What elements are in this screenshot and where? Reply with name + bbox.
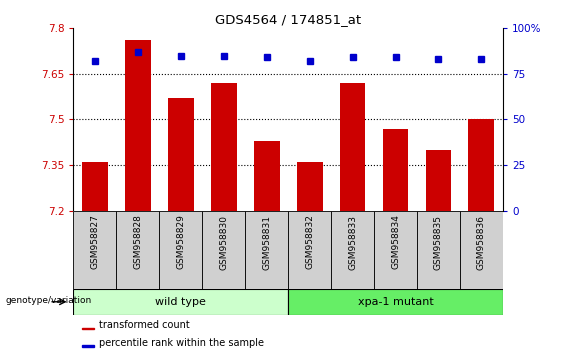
Text: wild type: wild type bbox=[155, 297, 206, 307]
Bar bbox=[425, 150, 451, 211]
Bar bbox=[331, 211, 374, 289]
Text: genotype/variation: genotype/variation bbox=[6, 296, 92, 304]
Bar bbox=[211, 83, 237, 211]
Bar bbox=[340, 83, 366, 211]
Bar bbox=[288, 289, 503, 315]
Bar bbox=[254, 141, 280, 211]
Title: GDS4564 / 174851_at: GDS4564 / 174851_at bbox=[215, 13, 361, 26]
Text: GSM958828: GSM958828 bbox=[133, 215, 142, 269]
Bar bbox=[245, 211, 288, 289]
Text: GSM958834: GSM958834 bbox=[391, 215, 400, 269]
Bar bbox=[168, 98, 194, 211]
Bar bbox=[73, 289, 288, 315]
Text: GSM958830: GSM958830 bbox=[219, 215, 228, 269]
Text: GSM958827: GSM958827 bbox=[90, 215, 99, 269]
Bar bbox=[125, 40, 151, 211]
Bar bbox=[460, 211, 503, 289]
Text: xpa-1 mutant: xpa-1 mutant bbox=[358, 297, 433, 307]
Bar bbox=[288, 211, 331, 289]
Bar bbox=[73, 211, 116, 289]
Text: GSM958835: GSM958835 bbox=[434, 215, 443, 269]
Bar bbox=[202, 211, 245, 289]
Text: GSM958836: GSM958836 bbox=[477, 215, 486, 269]
Text: percentile rank within the sample: percentile rank within the sample bbox=[99, 338, 264, 348]
Bar bbox=[383, 129, 408, 211]
Bar bbox=[374, 211, 417, 289]
Text: transformed count: transformed count bbox=[99, 320, 190, 330]
Bar bbox=[116, 211, 159, 289]
Bar bbox=[468, 119, 494, 211]
Bar bbox=[159, 211, 202, 289]
Bar bbox=[82, 162, 108, 211]
Text: GSM958832: GSM958832 bbox=[305, 215, 314, 269]
Bar bbox=[82, 346, 94, 347]
Text: GSM958829: GSM958829 bbox=[176, 215, 185, 269]
Text: GSM958833: GSM958833 bbox=[348, 215, 357, 269]
Bar bbox=[297, 162, 323, 211]
Bar bbox=[417, 211, 460, 289]
Text: GSM958831: GSM958831 bbox=[262, 215, 271, 269]
Bar bbox=[82, 328, 94, 329]
